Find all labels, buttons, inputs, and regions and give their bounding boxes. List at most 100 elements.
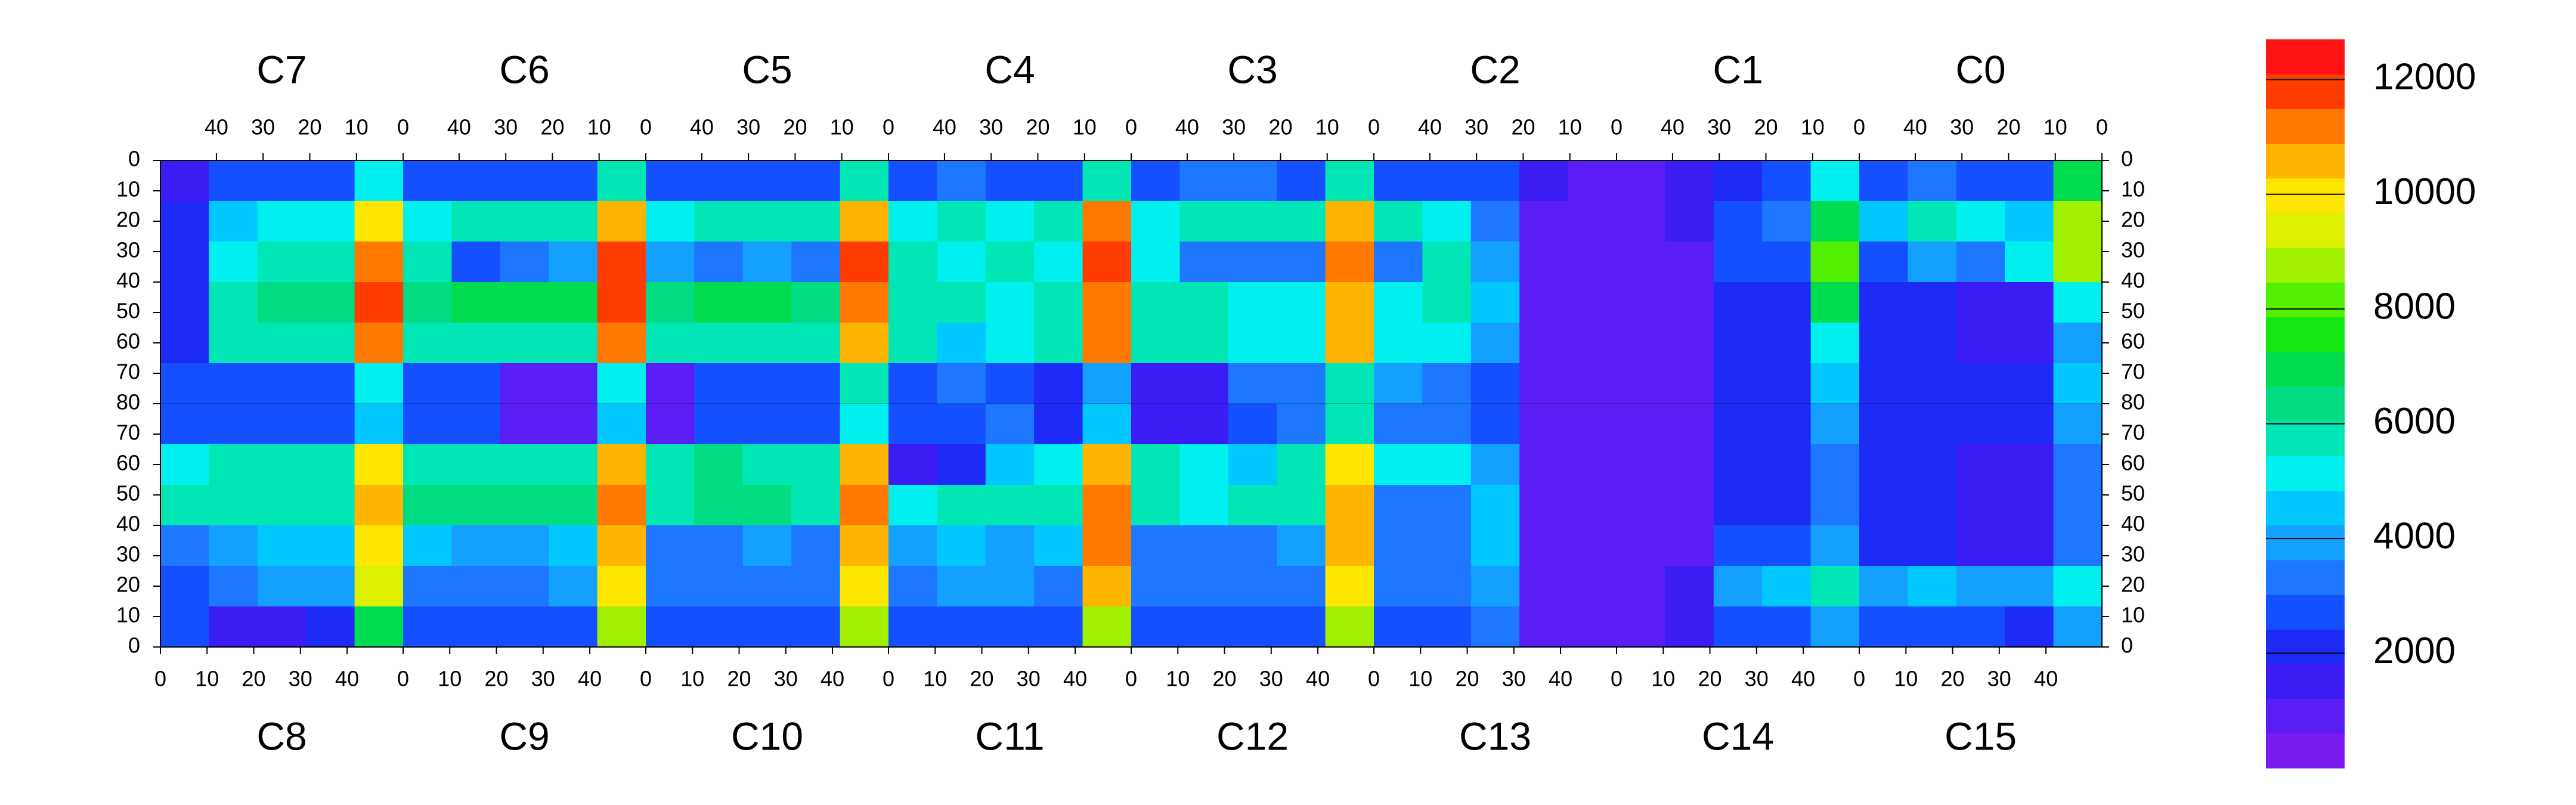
heatmap-cell xyxy=(1956,282,2005,323)
heatmap-cell xyxy=(1131,282,1180,323)
heatmap-cell xyxy=(1762,323,1812,364)
heatmap-cell xyxy=(451,363,501,404)
heatmap-cell xyxy=(1034,404,1083,445)
y-tick-label: 70 xyxy=(116,420,140,445)
heatmap-cell xyxy=(2005,363,2054,404)
heatmap-cell xyxy=(257,242,306,283)
heatmap-cell xyxy=(985,201,1035,242)
heatmap-cell xyxy=(160,160,209,202)
heatmap-cell xyxy=(646,525,695,566)
y-tick-label: 0 xyxy=(128,147,140,171)
top-tick-label: 40 xyxy=(690,115,714,140)
heatmap-cell xyxy=(160,242,209,283)
top-chip-label: C1 xyxy=(1713,47,1763,91)
bottom-tick-label: 30 xyxy=(289,667,312,691)
top-tick-label: 0 xyxy=(1125,115,1137,140)
colorbar-band xyxy=(2266,421,2345,456)
top-tick-label: 20 xyxy=(783,115,807,140)
colorbar-tick-label: 12000 xyxy=(2373,57,2476,98)
heatmap-cell xyxy=(1470,606,1520,648)
heatmap-cell xyxy=(1277,404,1326,445)
heatmap-cell xyxy=(209,160,258,202)
heatmap-cell xyxy=(257,323,306,364)
heatmap-cell xyxy=(1762,404,1812,445)
heatmap-cell xyxy=(597,606,646,648)
heatmap-cell xyxy=(1422,201,1472,242)
y-tick-label: 10 xyxy=(116,603,140,627)
y-tick-label: 0 xyxy=(2121,147,2133,171)
bottom-tick-label: 0 xyxy=(397,667,409,691)
colorbar-band xyxy=(2266,595,2345,630)
heatmap-cell xyxy=(1665,404,1714,445)
heatmap-cell xyxy=(1131,566,1180,607)
y-tick-label: 10 xyxy=(2121,603,2145,627)
heatmap-cell xyxy=(1082,282,1132,323)
top-tick-label: 30 xyxy=(736,115,760,140)
heatmap-cell xyxy=(1325,323,1374,364)
heatmap-cell xyxy=(1034,363,1083,404)
heatmap-cell xyxy=(451,404,501,445)
heatmap-cell xyxy=(1762,160,1812,202)
heatmap-cell xyxy=(2005,566,2054,607)
heatmap-cell xyxy=(1422,363,1472,404)
bottom-tick-label: 20 xyxy=(970,667,994,691)
heatmap-cell xyxy=(694,485,744,526)
colorbar-band xyxy=(2266,490,2345,526)
heatmap-cell xyxy=(742,485,792,526)
colorbar-band xyxy=(2266,178,2345,213)
heatmap-cell xyxy=(1131,525,1180,566)
heatmap-cell xyxy=(2053,282,2103,323)
heatmap-cell xyxy=(1617,566,1665,607)
y-tick-label: 20 xyxy=(2121,208,2145,232)
heatmap-cell xyxy=(306,242,355,283)
heatmap-cell xyxy=(257,363,306,404)
heatmap-cell xyxy=(1374,323,1423,364)
heatmap-cell xyxy=(1859,160,1908,202)
heatmap-cell xyxy=(1665,444,1714,485)
bottom-tick-label: 40 xyxy=(821,667,844,691)
heatmap-cell xyxy=(791,525,841,566)
heatmap-cell xyxy=(1908,485,1957,526)
heatmap-cell xyxy=(2005,606,2054,648)
bottom-tick-label: 20 xyxy=(1456,667,1479,691)
heatmap-cell xyxy=(354,606,404,648)
bottom-tick-label: 10 xyxy=(923,667,947,691)
heatmap-cell xyxy=(1810,160,1860,202)
heatmap-cell xyxy=(597,363,646,404)
heatmap-cell xyxy=(1131,323,1180,364)
heatmap-cell xyxy=(2005,323,2054,364)
heatmap-cell xyxy=(2053,363,2103,404)
heatmap-cell xyxy=(1228,201,1277,242)
heatmap-cell xyxy=(888,525,937,566)
heatmap-cell xyxy=(1956,404,2005,445)
heatmap-cell xyxy=(791,282,841,323)
heatmap-cell xyxy=(2005,201,2054,242)
heatmap-cell xyxy=(500,323,549,364)
heatmap-cell xyxy=(1179,566,1229,607)
heatmap-cell xyxy=(1762,606,1812,648)
y-tick-label: 20 xyxy=(116,208,140,232)
heatmap-cell xyxy=(1519,606,1569,648)
heatmap-cell xyxy=(1908,160,1957,202)
heatmap-cell xyxy=(403,323,452,364)
heatmap-cell xyxy=(646,323,695,364)
heatmap-cell xyxy=(1034,525,1083,566)
heatmap-cell xyxy=(694,282,744,323)
top-tick-label: 0 xyxy=(1368,115,1380,140)
heatmap-cell xyxy=(1422,160,1472,202)
colorbar-tick-label: 10000 xyxy=(2373,171,2476,212)
y-tick-label: 50 xyxy=(2121,299,2145,323)
bottom-tick-label: 20 xyxy=(1213,667,1237,691)
heatmap-cell xyxy=(1131,363,1180,404)
heatmap-cell xyxy=(451,323,501,364)
heatmap-cell xyxy=(791,485,841,526)
heatmap-cell xyxy=(937,566,986,607)
heatmap-cell xyxy=(1568,606,1617,648)
heatmap-cell xyxy=(985,323,1035,364)
y-tick-label: 80 xyxy=(116,390,140,414)
heatmap-cell xyxy=(2053,323,2103,364)
heatmap-cell xyxy=(500,566,549,607)
heatmap-cell xyxy=(500,404,549,445)
y-tick-label: 80 xyxy=(2121,390,2145,414)
top-tick-label: 40 xyxy=(1418,115,1442,140)
